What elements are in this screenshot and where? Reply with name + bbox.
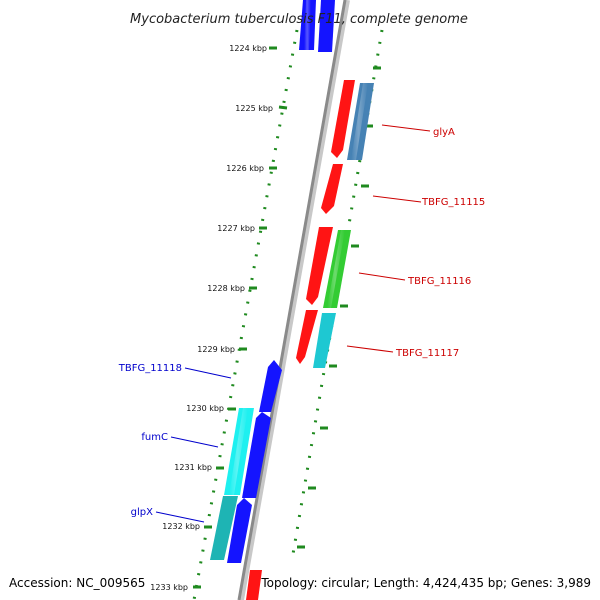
label-leader bbox=[372, 195, 422, 203]
kbp-label: 1225 kbp bbox=[235, 104, 273, 113]
topology-text: Topology: circular; Length: 4,424,435 bp… bbox=[260, 576, 591, 590]
gene-arrow[interactable] bbox=[227, 498, 252, 563]
gene-arrow[interactable] bbox=[242, 412, 271, 498]
gene-arrow[interactable] bbox=[246, 570, 262, 600]
gene-arrow[interactable] bbox=[296, 310, 318, 364]
gene-label-tbfg-11116[interactable]: TBFG_11116 bbox=[407, 276, 471, 287]
kbp-label: 1224 kbp bbox=[229, 44, 267, 53]
gene-label-leaders bbox=[155, 124, 431, 523]
kbp-label: 1232 kbp bbox=[162, 522, 200, 531]
gene-arrow[interactable] bbox=[318, 0, 335, 52]
gene-label-glpx[interactable]: glpX bbox=[131, 507, 153, 518]
label-leader bbox=[184, 367, 232, 379]
gene-labels: glyA TBFG_11115 TBFG_11116 TBFG_11117 TB… bbox=[118, 127, 486, 518]
kbp-label: 1226 kbp bbox=[226, 164, 264, 173]
kbp-label: 1228 kbp bbox=[207, 284, 245, 293]
gene-arrow[interactable] bbox=[306, 227, 333, 305]
gene-arrow[interactable] bbox=[321, 164, 343, 214]
kbp-label: 1227 kbp bbox=[217, 224, 255, 233]
gene-arrow[interactable] bbox=[210, 496, 238, 560]
gene-arrow[interactable] bbox=[331, 80, 355, 158]
label-leader bbox=[155, 511, 205, 523]
kbp-tick bbox=[278, 105, 288, 110]
gene-highlight bbox=[327, 230, 345, 308]
kbp-ticks bbox=[193, 46, 288, 589]
genome-backbone-shadow bbox=[238, 0, 350, 600]
kbp-label: 1230 kbp bbox=[186, 404, 224, 413]
gene-highlight bbox=[229, 408, 248, 495]
label-leader bbox=[358, 272, 406, 281]
label-leader bbox=[346, 345, 394, 353]
left-dotted-track bbox=[192, 29, 299, 600]
gene-arrow[interactable] bbox=[259, 360, 282, 412]
kbp-label: 1229 kbp bbox=[197, 345, 235, 354]
kbp-label: 1233 kbp bbox=[150, 583, 188, 592]
gene-label-tbfg-11117[interactable]: TBFG_11117 bbox=[395, 348, 459, 359]
gene-arrow[interactable] bbox=[313, 313, 336, 368]
accession-text: Accession: NC_009565 bbox=[9, 576, 145, 590]
label-leader bbox=[381, 124, 431, 132]
label-leader bbox=[170, 436, 219, 448]
gene-label-tbfg-11118[interactable]: TBFG_11118 bbox=[118, 363, 182, 374]
gene-label-glya[interactable]: glyA bbox=[433, 127, 455, 138]
genome-backbone bbox=[237, 0, 347, 600]
gene-highlight bbox=[304, 0, 311, 50]
gene-label-tbfg-11115[interactable]: TBFG_11115 bbox=[421, 197, 485, 208]
map-title: Mycobacterium tuberculosis F11, complete… bbox=[130, 12, 468, 27]
kbp-labels: 1224 kbp 1225 kbp 1226 kbp 1227 kbp 1228… bbox=[150, 44, 273, 592]
gene-highlights bbox=[229, 0, 368, 495]
kbp-label: 1231 kbp bbox=[174, 463, 212, 472]
gene-highlight bbox=[351, 83, 368, 160]
gene-label-fumc[interactable]: fumC bbox=[141, 432, 168, 443]
